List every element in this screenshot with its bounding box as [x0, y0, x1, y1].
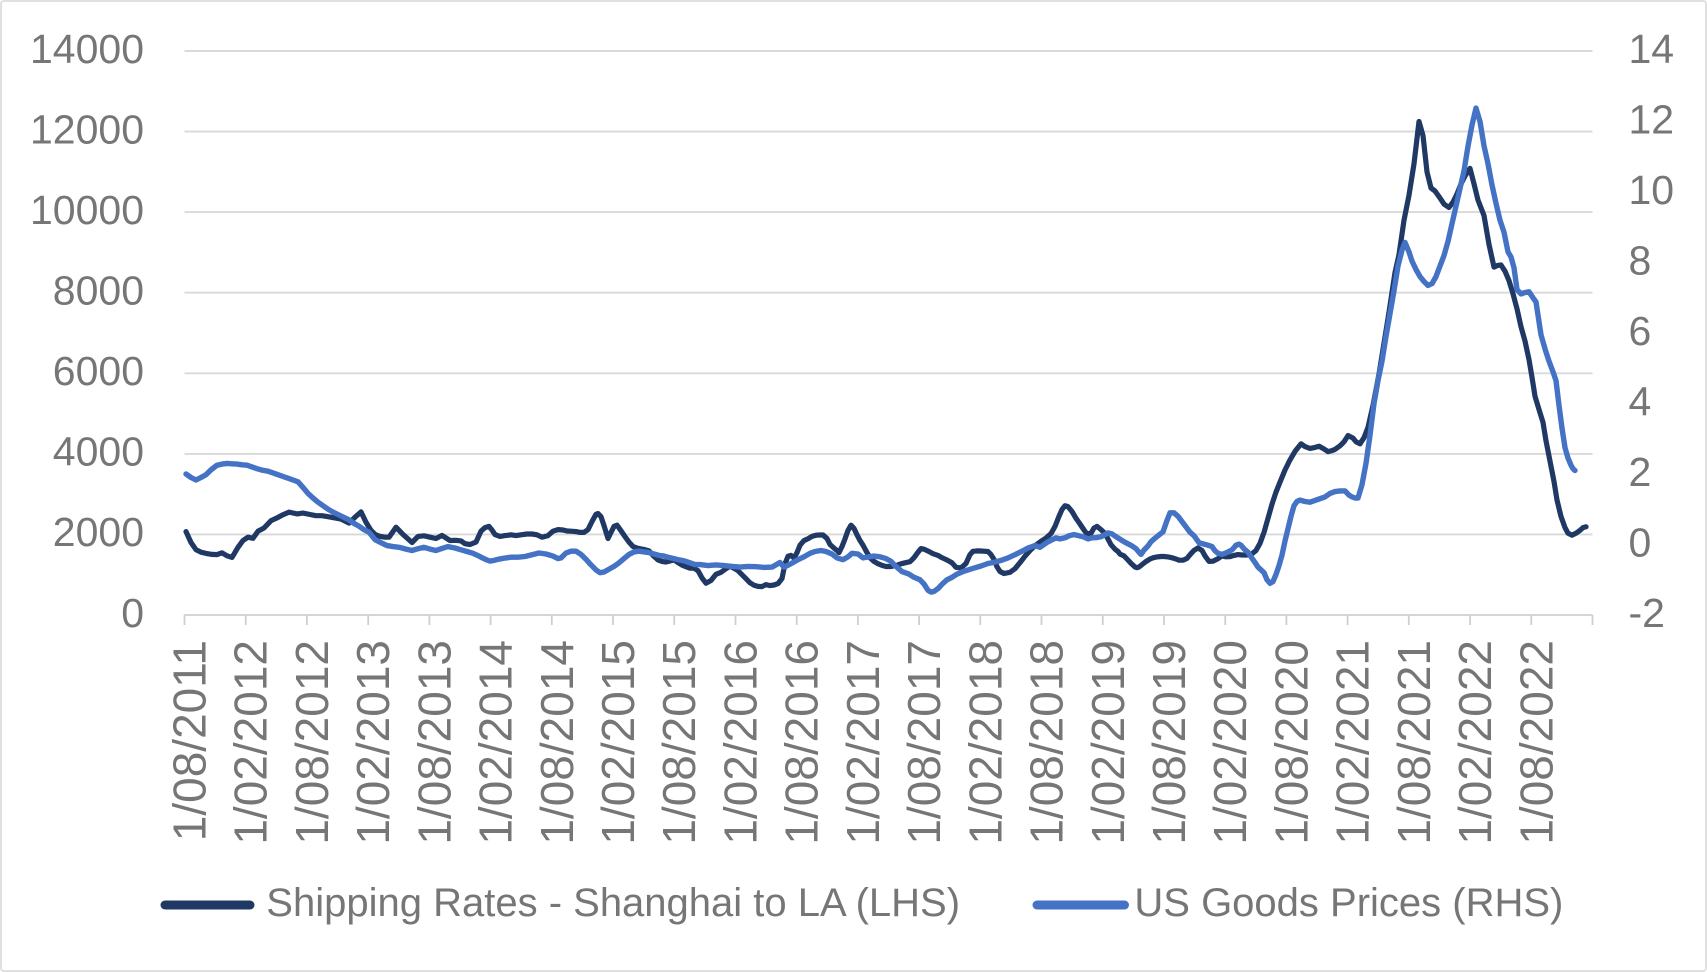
svg-text:1/08/2019: 1/08/2019: [1143, 640, 1195, 845]
svg-text:1/02/2017: 1/02/2017: [837, 640, 889, 845]
svg-text:1/02/2013: 1/02/2013: [347, 640, 399, 845]
svg-text:1/08/2022: 1/08/2022: [1510, 640, 1562, 845]
svg-text:6000: 6000: [53, 348, 144, 394]
svg-text:0: 0: [1629, 519, 1652, 565]
svg-text:1/08/2015: 1/08/2015: [653, 640, 705, 845]
svg-text:1/08/2017: 1/08/2017: [898, 640, 950, 845]
svg-text:1/02/2021: 1/02/2021: [1327, 640, 1379, 845]
svg-text:2000: 2000: [53, 509, 144, 555]
svg-text:14000: 14000: [30, 26, 144, 72]
svg-text:1/02/2015: 1/02/2015: [592, 640, 644, 845]
svg-text:1/08/2012: 1/08/2012: [286, 640, 338, 845]
svg-text:2: 2: [1629, 449, 1652, 495]
svg-text:14: 14: [1629, 26, 1675, 72]
svg-text:4000: 4000: [53, 429, 144, 475]
svg-text:1/08/2011: 1/08/2011: [164, 640, 216, 841]
svg-text:12000: 12000: [30, 106, 144, 152]
svg-text:6: 6: [1629, 308, 1652, 354]
svg-text:1/02/2014: 1/02/2014: [470, 640, 522, 845]
svg-text:0: 0: [121, 590, 144, 636]
svg-text:8000: 8000: [53, 268, 144, 314]
svg-text:1/08/2014: 1/08/2014: [531, 640, 583, 845]
svg-text:1/02/2012: 1/02/2012: [225, 640, 277, 845]
svg-text:1/02/2022: 1/02/2022: [1449, 640, 1501, 845]
svg-text:1/08/2018: 1/08/2018: [1021, 640, 1073, 845]
svg-text:10: 10: [1629, 167, 1675, 213]
svg-text:4: 4: [1629, 378, 1652, 424]
svg-text:10000: 10000: [30, 187, 144, 233]
svg-text:1/02/2016: 1/02/2016: [715, 640, 767, 845]
svg-text:12: 12: [1629, 96, 1675, 142]
svg-text:1/08/2021: 1/08/2021: [1388, 640, 1440, 845]
svg-text:US Goods Prices (RHS): US Goods Prices (RHS): [1134, 881, 1563, 925]
svg-text:1/02/2018: 1/02/2018: [959, 640, 1011, 845]
svg-text:1/02/2019: 1/02/2019: [1082, 640, 1134, 845]
svg-text:8: 8: [1629, 237, 1652, 283]
svg-text:Shipping Rates - Shanghai to L: Shipping Rates - Shanghai to LA (LHS): [266, 881, 960, 925]
svg-text:1/08/2013: 1/08/2013: [408, 640, 460, 845]
svg-text:-2: -2: [1629, 590, 1665, 636]
svg-text:1/08/2016: 1/08/2016: [776, 640, 828, 845]
svg-text:1/08/2020: 1/08/2020: [1265, 640, 1317, 845]
svg-text:1/02/2020: 1/02/2020: [1204, 640, 1256, 845]
